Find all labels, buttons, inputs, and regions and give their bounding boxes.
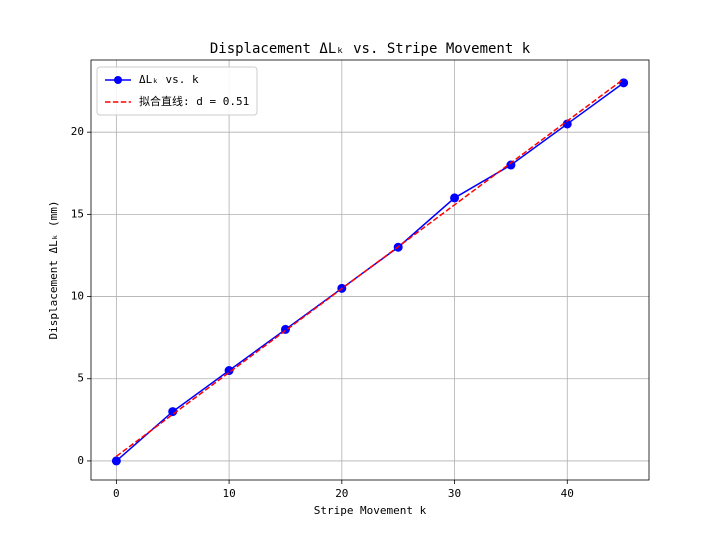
y-tick-label: 10 — [71, 290, 84, 303]
y-tick-label: 15 — [71, 207, 84, 220]
x-tick-label: 20 — [335, 487, 348, 500]
y-tick-label: 20 — [71, 125, 84, 138]
y-axis-label: Displacement ΔLₖ (mm) — [47, 200, 60, 339]
data-point — [111, 456, 121, 466]
plot-frame — [90, 59, 650, 481]
data-point — [619, 78, 629, 88]
x-tick-label: 40 — [561, 487, 574, 500]
legend-marker — [114, 76, 122, 84]
series-line — [115, 82, 625, 462]
data-point — [450, 193, 460, 203]
chart-title: Displacement ΔLₖ vs. Stripe Movement k — [210, 41, 531, 57]
data-point — [224, 366, 234, 376]
legend-box — [96, 66, 258, 116]
x-tick-label: 10 — [222, 487, 235, 500]
x-axis-label: Stripe Movement k — [314, 504, 427, 517]
y-tick-label: 5 — [77, 372, 84, 385]
legend-label: 拟合直线: d = 0.51 — [139, 94, 249, 108]
x-tick-label: 30 — [448, 487, 461, 500]
legend: ΔLₖ vs. k 拟合直线: d = 0.51 — [96, 66, 258, 116]
series-line — [115, 78, 625, 457]
x-tick-label: 0 — [113, 487, 120, 500]
legend-label: ΔLₖ vs. k — [139, 73, 199, 86]
y-tick-label: 0 — [77, 454, 84, 467]
